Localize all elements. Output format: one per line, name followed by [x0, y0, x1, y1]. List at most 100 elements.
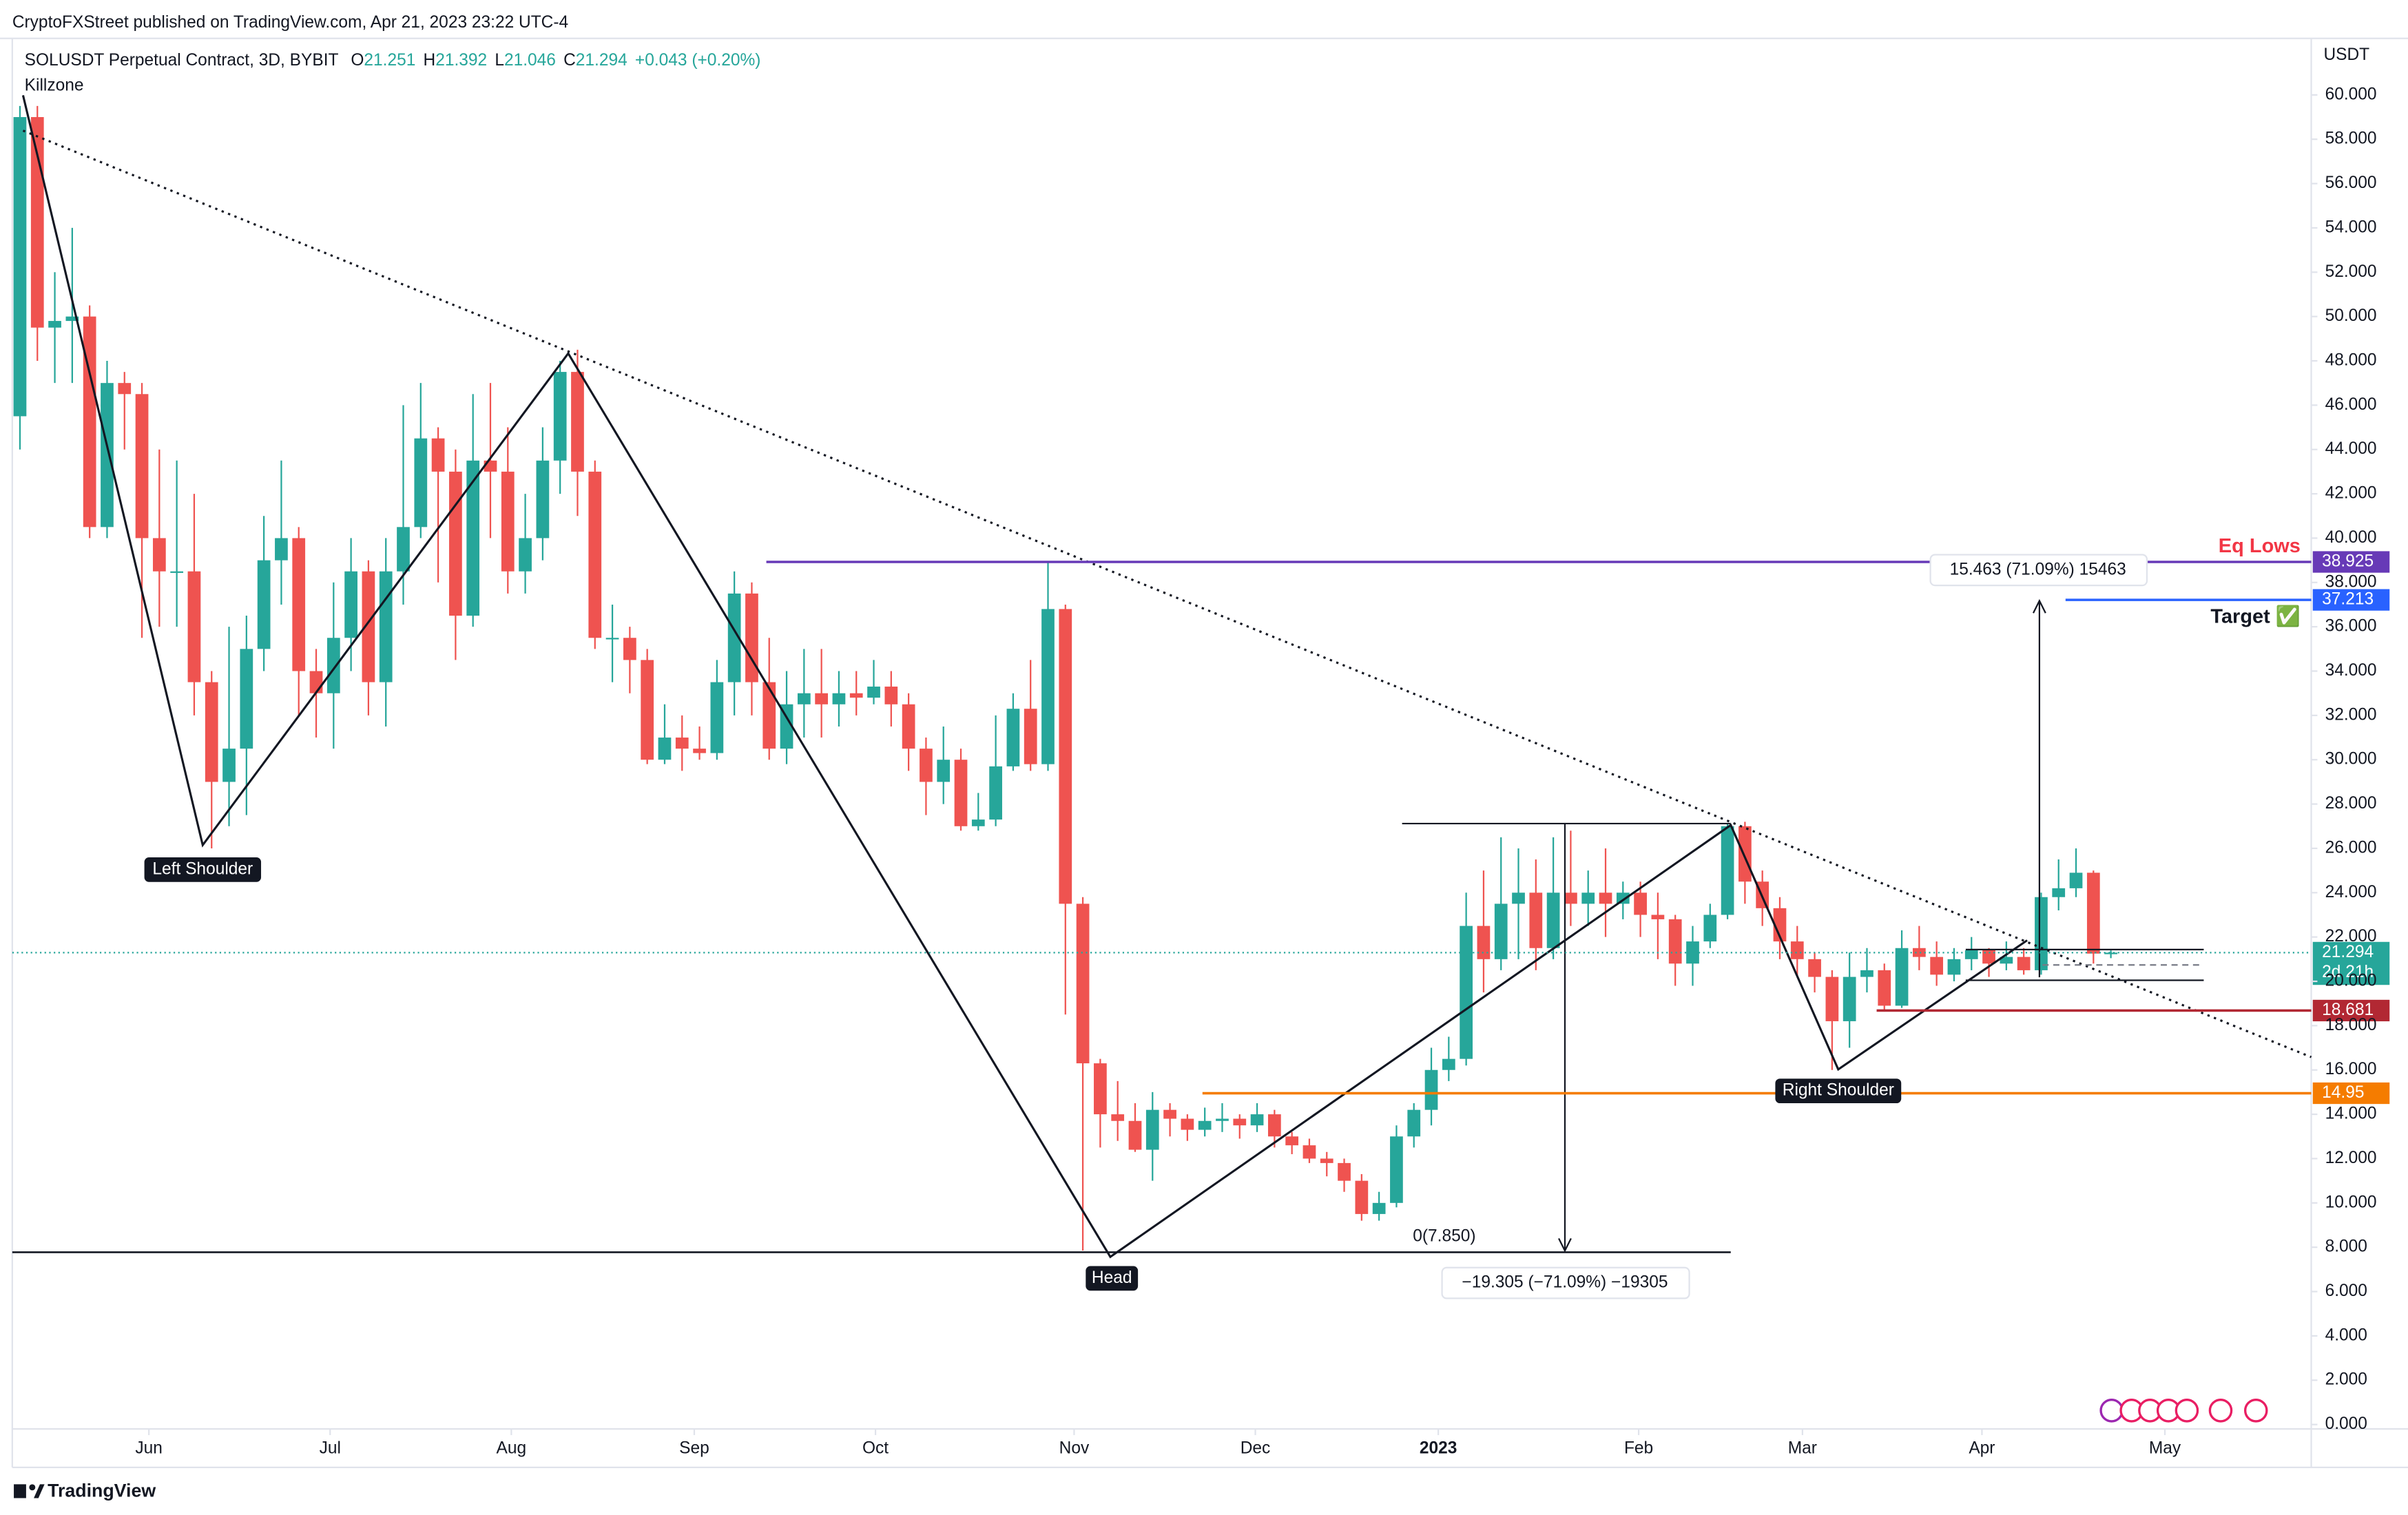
- candle-body: [1181, 1118, 1194, 1130]
- candle-body: [152, 538, 166, 572]
- candle-body: [1912, 948, 1926, 957]
- candle-body: [1145, 1109, 1159, 1150]
- candle-body: [780, 704, 793, 749]
- candle-body: [2086, 873, 2100, 954]
- header: CryptoFXStreet published on TradingView.…: [12, 13, 568, 32]
- logo: [14, 1484, 26, 1498]
- candle-body: [588, 471, 602, 638]
- x-tick-label: Sep: [679, 1439, 709, 1458]
- down-measure: −19.305 (−71.09%) −19305: [1462, 1273, 1668, 1292]
- candle-body: [1494, 903, 1508, 959]
- last-price-label: 21.294: [2322, 943, 2374, 961]
- candle-body: [1581, 892, 1595, 904]
- candle-body: [1250, 1114, 1264, 1126]
- y-tick-label: 20.000: [2325, 972, 2377, 990]
- candle-body: [920, 749, 933, 782]
- candle-body: [2035, 897, 2048, 970]
- price-box: [2312, 589, 2390, 611]
- candle-body: [849, 693, 863, 698]
- candle-body: [484, 460, 497, 472]
- candle-body: [710, 682, 724, 753]
- candle-body: [2017, 957, 2031, 970]
- candle-body: [902, 704, 915, 749]
- candle-body: [1216, 1118, 1229, 1121]
- candle-body: [1703, 915, 1717, 942]
- price-box: [2312, 1082, 2390, 1105]
- ohlc-label: L: [495, 52, 504, 70]
- candle-body: [1634, 892, 1647, 915]
- icon: [2099, 1398, 2124, 1423]
- x-tick-label: 2023: [1420, 1439, 1457, 1458]
- levels: 38.925 37.213 18.681 14.95 21.294 2d 21h: [12, 551, 2390, 1105]
- candle-body: [309, 671, 323, 693]
- y-tick-label: 4.000: [2325, 1326, 2367, 1344]
- candle-body: [1390, 1136, 1403, 1203]
- y-tick-label: 34.000: [2325, 661, 2377, 680]
- ohlc-value: 21.392: [435, 52, 487, 70]
- candle-body: [745, 593, 758, 682]
- candle-body: [466, 460, 480, 616]
- candle-body: [1372, 1202, 1386, 1214]
- candle-body: [727, 593, 741, 682]
- candle-body: [1024, 709, 1037, 764]
- y-tick-label: 16.000: [2325, 1060, 2377, 1078]
- candle-body: [292, 538, 306, 671]
- y-tick-label: 30.000: [2325, 750, 2377, 769]
- candle-body: [641, 660, 654, 760]
- candle-body: [1825, 976, 1839, 1021]
- indicator: Killzone: [25, 76, 84, 94]
- candle-body: [1460, 926, 1473, 1059]
- candle-body: [1338, 1162, 1351, 1181]
- candle-body: [1668, 919, 1682, 964]
- x-tick-label: Apr: [1969, 1439, 1995, 1458]
- y-tick-label: 44.000: [2325, 439, 2377, 458]
- x-tick-label: Mar: [1788, 1439, 1817, 1458]
- target: Target ✅: [2210, 605, 2301, 628]
- candle-body: [1267, 1114, 1281, 1137]
- candle-body: [1424, 1069, 1438, 1110]
- y-tick-label: 42.000: [2325, 484, 2377, 503]
- x-tick-label: May: [2149, 1439, 2181, 1458]
- candle-body: [2104, 952, 2117, 954]
- candle-body: [1442, 1058, 1455, 1070]
- y-tick-label: 54.000: [2325, 218, 2377, 236]
- candle-body: [937, 760, 951, 782]
- candle-body: [397, 527, 410, 572]
- candle-body: [501, 471, 515, 572]
- candle-body: [83, 316, 96, 527]
- candle-body: [1285, 1136, 1299, 1146]
- candle-body: [605, 638, 619, 640]
- candle-body: [1616, 892, 1630, 904]
- fib-zero: 0(7.850): [1413, 1227, 1475, 1246]
- candle-body: [762, 682, 776, 749]
- y-tick-label: 50.000: [2325, 306, 2377, 325]
- candle-body: [187, 571, 201, 682]
- x-tick-label: Feb: [1624, 1439, 1653, 1458]
- candle-body: [275, 538, 288, 561]
- candle-body: [1407, 1109, 1421, 1137]
- candle-body: [1790, 941, 1804, 959]
- ohlc-label: O: [351, 52, 364, 70]
- candle-body: [658, 738, 672, 760]
- candle-body: [135, 394, 149, 539]
- y-tick-label: 14.000: [2325, 1105, 2377, 1123]
- candle-body: [1198, 1120, 1212, 1130]
- candle-body: [815, 693, 828, 704]
- icon: [2243, 1398, 2268, 1423]
- candle-body: [1094, 1063, 1107, 1115]
- y-tick-label: 40.000: [2325, 528, 2377, 547]
- y-tick-label: 32.000: [2325, 705, 2377, 724]
- y-tick-label: 26.000: [2325, 838, 2377, 857]
- icon: [2208, 1398, 2233, 1423]
- candle-body: [867, 687, 880, 698]
- candle-body: [519, 538, 532, 572]
- y-tick-label: 52.000: [2325, 262, 2377, 281]
- candle-body: [1355, 1180, 1369, 1214]
- y-tick-label: 56.000: [2325, 174, 2377, 192]
- eq-lows: Eq Lows: [2219, 535, 2301, 557]
- symbol-title: SOLUSDT Perpetual Contract, 3D, BYBIT O21…: [25, 52, 761, 70]
- right-shoulder-label: Right Shoulder: [1783, 1081, 1894, 1100]
- candle-body: [2069, 873, 2083, 888]
- ohlc-value: 21.251: [364, 52, 415, 70]
- candle-body: [1059, 609, 1072, 904]
